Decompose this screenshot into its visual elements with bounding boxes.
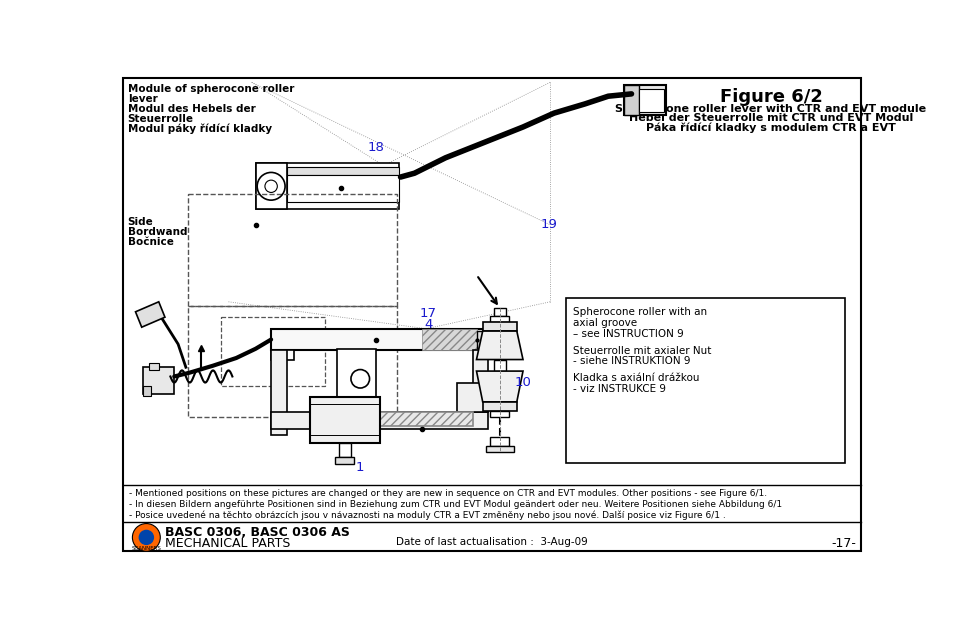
Text: Modul páky řídící kladky: Modul páky řídící kladky <box>128 124 272 134</box>
Bar <box>356 412 472 426</box>
Text: Module of spherocone roller: Module of spherocone roller <box>128 84 294 94</box>
Text: SCANNERS: SCANNERS <box>132 546 161 551</box>
Bar <box>491 411 509 417</box>
Text: - viz INSTRUKCE 9: - viz INSTRUKCE 9 <box>572 384 665 394</box>
Text: 18: 18 <box>368 141 384 154</box>
Text: - Mentioned positions on these pictures are changed or they are new in sequence : - Mentioned positions on these pictures … <box>130 489 767 498</box>
Text: Spherocone roller with an: Spherocone roller with an <box>572 307 707 317</box>
Text: Spherocone roller lever with CTR and EVT module: Spherocone roller lever with CTR and EVT… <box>615 104 926 114</box>
Bar <box>150 363 158 369</box>
Text: Figure 6/2: Figure 6/2 <box>720 88 823 106</box>
Bar <box>566 298 846 463</box>
Text: Hebel der Steuerrolle mit CTR und EVT Modul: Hebel der Steuerrolle mit CTR und EVT Mo… <box>629 113 913 123</box>
Text: Modul des Hebels der: Modul des Hebels der <box>128 104 255 114</box>
Text: -17-: -17- <box>831 537 856 550</box>
Text: BASC 0306, BASC 0306 AS: BASC 0306, BASC 0306 AS <box>165 526 349 539</box>
Text: - siehe INSTRUKTION 9: - siehe INSTRUKTION 9 <box>572 356 690 366</box>
Bar <box>188 194 397 305</box>
Text: Date of last actualisation :  3-Aug-09: Date of last actualisation : 3-Aug-09 <box>396 537 588 547</box>
Text: 19: 19 <box>540 218 557 231</box>
Text: - In diesen Bildern angeführte Positionen sind in Beziehung zum CTR und EVT Modu: - In diesen Bildern angeführte Positione… <box>130 499 782 509</box>
Bar <box>472 350 488 404</box>
Bar <box>143 386 151 396</box>
Bar <box>624 85 666 114</box>
Text: Bordwand: Bordwand <box>128 227 187 237</box>
Bar <box>188 305 397 417</box>
Bar <box>339 443 351 457</box>
Text: lever: lever <box>128 94 157 104</box>
Bar <box>255 163 399 210</box>
Bar <box>271 350 295 360</box>
Bar <box>287 167 399 175</box>
Text: 10: 10 <box>515 376 532 389</box>
Text: MECHANICAL PARTS: MECHANICAL PARTS <box>165 537 290 550</box>
Text: – see INSTRUCTION 9: – see INSTRUCTION 9 <box>572 329 684 339</box>
Text: Side: Side <box>128 217 154 227</box>
Text: Páka řídící kladky s modulem CTR a EVT: Páka řídící kladky s modulem CTR a EVT <box>646 123 896 133</box>
Bar <box>287 175 399 202</box>
Bar <box>255 163 287 210</box>
Bar <box>491 315 509 322</box>
Bar <box>493 308 506 315</box>
Bar <box>493 360 506 371</box>
Text: axial groove: axial groove <box>572 318 636 328</box>
Bar <box>639 88 664 111</box>
Text: Bočnice: Bočnice <box>128 237 174 247</box>
Bar <box>624 85 639 114</box>
Bar <box>422 329 476 350</box>
Text: 4: 4 <box>424 318 433 332</box>
Bar <box>221 317 325 386</box>
Bar <box>476 331 500 348</box>
Text: - Posice uvedené na těchto obrázcích jsou v návaznosti na moduly CTR a EVT změně: - Posice uvedené na těchto obrázcích jso… <box>130 511 726 520</box>
Text: Steuerrolle mit axialer Nut: Steuerrolle mit axialer Nut <box>572 346 711 356</box>
Bar <box>271 350 287 435</box>
Bar <box>483 322 516 331</box>
Bar <box>491 437 509 446</box>
Text: Kladka s axiální drážkou: Kladka s axiální drážkou <box>572 373 699 383</box>
Bar <box>271 329 500 350</box>
Bar <box>337 349 375 417</box>
Bar <box>335 457 354 464</box>
Bar <box>486 446 514 452</box>
Polygon shape <box>476 371 523 402</box>
Bar <box>483 402 516 411</box>
Text: 1: 1 <box>356 461 365 474</box>
Bar <box>457 383 488 412</box>
Bar <box>143 367 175 394</box>
Circle shape <box>138 530 155 545</box>
Polygon shape <box>135 302 165 327</box>
Bar <box>310 396 379 443</box>
Circle shape <box>132 524 160 551</box>
Text: 17: 17 <box>420 307 437 320</box>
Bar <box>271 412 488 429</box>
Polygon shape <box>476 331 523 360</box>
Text: Steuerrolle: Steuerrolle <box>128 114 194 124</box>
